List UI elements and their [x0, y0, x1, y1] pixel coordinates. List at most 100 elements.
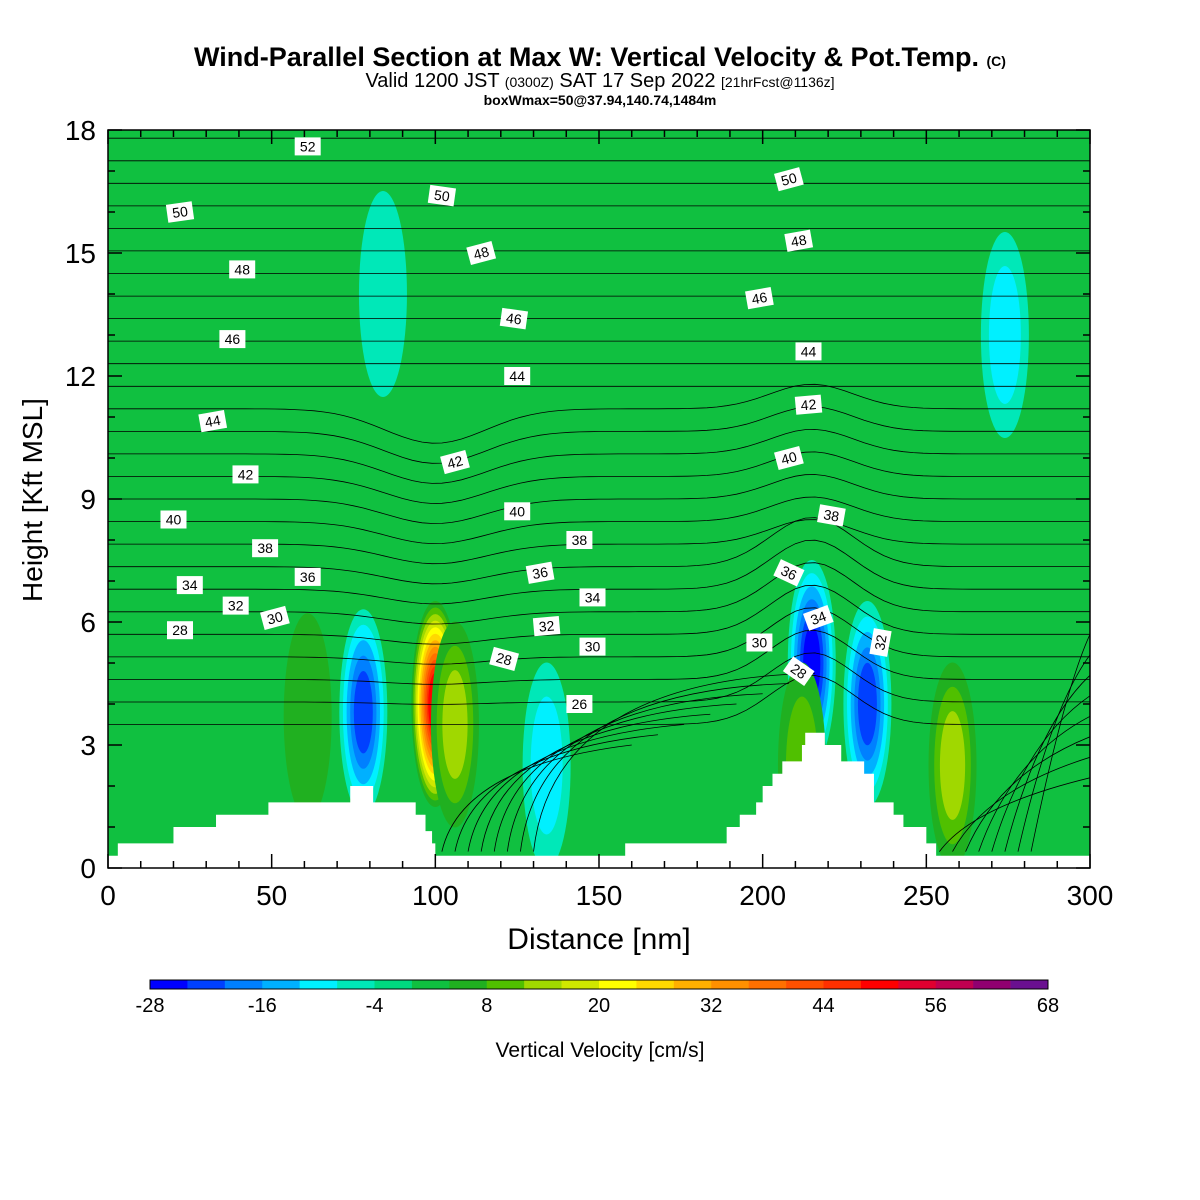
isentrope-label-text: 44	[801, 343, 817, 359]
valid-time-prefix: Valid 1200 JST	[365, 70, 500, 92]
isentrope-label-bg	[198, 409, 228, 433]
contour-labels: 52 50 50 50 48 48 48 46 46 46 44 44 44 42 42 42 40 40 40 38…	[160, 137, 892, 713]
isentrope-label-bg	[784, 229, 814, 252]
isentrope-label-text: 50	[171, 203, 189, 221]
isentrope-label-bg	[504, 367, 531, 385]
isentrope-line	[454, 734, 658, 852]
isentrope-label-bg	[774, 167, 804, 192]
isentrope-line	[467, 724, 685, 852]
isentrope-label-bg	[773, 559, 805, 587]
isentrope-label: 46	[499, 307, 529, 330]
isentrope-label: 40	[504, 502, 531, 521]
forecast-info: [21hrFcst@1136z]	[721, 74, 835, 90]
colorbar-swatch	[374, 980, 413, 989]
isentrope-line	[506, 693, 763, 852]
isentrope-line	[991, 695, 1090, 852]
isentrope-line	[1004, 675, 1090, 852]
colorbar-swatch	[524, 980, 562, 989]
isentrope-label: 38	[566, 531, 593, 549]
y-tick-label: 9	[80, 484, 96, 515]
isentrope-label-text: 46	[750, 289, 768, 307]
potential-temperature-contours	[108, 137, 1090, 852]
isentrope-label-bg	[229, 260, 256, 279]
colorbar-border	[149, 979, 1049, 990]
x-tick-label: 150	[576, 880, 623, 911]
isentrope-label-text: 46	[225, 331, 241, 347]
isentrope-line	[978, 715, 1090, 852]
isentrope-label-bg	[167, 621, 193, 640]
isentrope-line	[939, 777, 1090, 852]
isentrope-label: 34	[579, 588, 606, 607]
isentrope-label-text: 32	[538, 617, 555, 634]
colorbar-swatch	[486, 980, 525, 989]
velocity-cell	[358, 191, 407, 397]
velocity-cell	[283, 613, 332, 820]
terrain	[108, 732, 1090, 868]
isentrope-label-text: 36	[778, 562, 799, 583]
isentrope-label-text: 38	[257, 540, 273, 556]
isentrope-line	[108, 383, 1090, 444]
colorbar-swatch	[935, 980, 974, 989]
isentrope-label: 36	[294, 567, 321, 586]
isentrope-line	[108, 451, 1090, 504]
isentrope-line	[533, 672, 816, 852]
colorbar-swatch	[262, 980, 300, 989]
isentrope-label-bg	[795, 342, 822, 361]
x-axis: 0 50 100 150 200 250 300	[100, 130, 1113, 911]
isentrope-label-text: 28	[495, 649, 514, 669]
isentrope-line	[1030, 634, 1090, 852]
isentrope-label: 30	[260, 605, 290, 630]
colorbar-tick-label: -28	[136, 995, 165, 1017]
x-tick-label: 250	[903, 880, 950, 911]
isentrope-label-text: 38	[572, 532, 588, 548]
isentrope-label-text: 30	[585, 639, 601, 655]
isentrope-label-bg	[165, 201, 195, 223]
x-tick-label: 50	[256, 880, 287, 911]
isentrope-label-bg	[427, 184, 457, 207]
isentrope-label: 28	[167, 621, 193, 640]
isentrope-label-bg	[219, 330, 246, 349]
isentrope-label-bg	[294, 567, 321, 586]
colorbar-tick-label: -16	[248, 995, 277, 1017]
colorbar-swatch	[823, 980, 862, 989]
isentrope-label: 40	[160, 510, 187, 529]
colorbar-swatch	[599, 980, 637, 989]
colorbar-tick-label: 68	[1037, 995, 1059, 1017]
isentrope-line	[108, 496, 1090, 545]
colorbar-swatch	[150, 980, 188, 989]
isentrope-label-bg	[222, 596, 249, 615]
isentrope-line	[952, 756, 1090, 852]
x-tick-label: 300	[1067, 880, 1114, 911]
isentrope-label-text: 34	[585, 589, 601, 605]
isentrope-label: 44	[198, 409, 228, 433]
isentrope-label: 36	[773, 559, 805, 587]
x-tick-label: 0	[100, 880, 116, 911]
isentrope-line	[108, 517, 1090, 585]
colorbar-tick-label: 20	[588, 995, 610, 1017]
isentrope-label-bg	[232, 465, 259, 484]
isentrope-label-text: 32	[228, 598, 244, 614]
isentrope-label-text: 40	[779, 448, 798, 468]
isentrope-line	[441, 744, 632, 852]
isentrope-label-bg	[774, 445, 804, 471]
isentrope-label-bg	[803, 604, 834, 631]
isentrope-label-text: 44	[204, 412, 222, 430]
colorbar-swatch	[973, 980, 1011, 989]
isentrope-label-bg	[579, 588, 606, 607]
isentrope-label-text: 44	[509, 368, 525, 384]
colorbar-swatch	[561, 980, 600, 989]
velocity-cell	[988, 266, 1021, 404]
isentrope-label-bg	[525, 561, 555, 584]
isentrope-label-text: 48	[790, 231, 808, 249]
isentrope-label: 48	[229, 260, 256, 279]
isentrope-label: 34	[176, 576, 203, 595]
colorbar-tick-label: 56	[925, 995, 947, 1017]
isentrope-label-bg	[566, 695, 593, 713]
colorbar-tick-label: 44	[812, 995, 834, 1017]
isentrope-line	[480, 713, 711, 852]
isentrope-label-text: 50	[433, 187, 451, 205]
isentrope-label-text: 48	[472, 243, 491, 263]
isentrope-line	[108, 652, 1090, 705]
isentrope-label-bg	[499, 307, 529, 330]
